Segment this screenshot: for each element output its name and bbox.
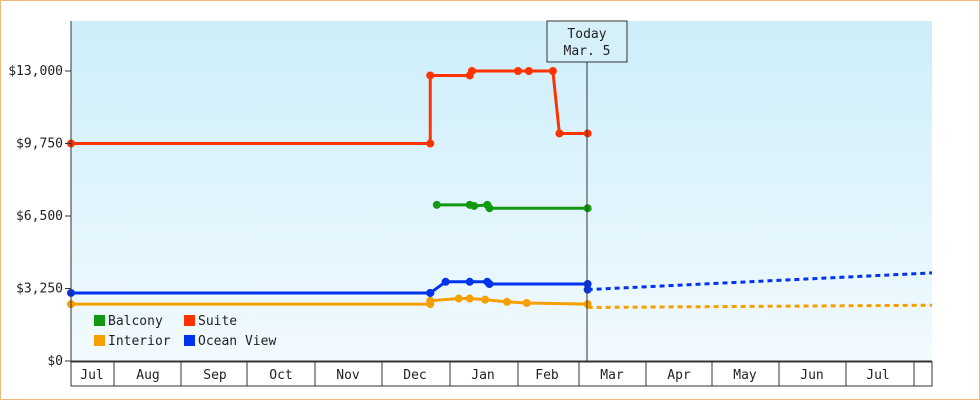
forecast-line-interior — [587, 303, 933, 309]
data-point-suite[interactable] — [426, 71, 435, 80]
x-tick-label: Jul — [80, 368, 103, 383]
x-tick-label: Feb — [535, 368, 559, 383]
x-tick-label: Oct — [269, 368, 292, 383]
series-line-suite — [71, 69, 588, 145]
legend-swatch-balcony — [94, 315, 105, 326]
x-tick-label: Jul — [866, 368, 889, 383]
data-point-ocean-view[interactable] — [485, 280, 494, 289]
data-point-ocean-view[interactable] — [583, 280, 592, 289]
legend-swatch-suite — [184, 315, 195, 326]
data-point-interior[interactable] — [426, 296, 435, 305]
legend-label: Interior — [108, 334, 171, 349]
data-point-suite[interactable] — [583, 129, 592, 138]
today-label: Today — [567, 27, 606, 42]
today-box — [546, 20, 628, 63]
data-point-interior[interactable] — [465, 294, 474, 303]
x-tick-label: Jun — [800, 368, 823, 383]
data-point-interior[interactable] — [503, 297, 512, 306]
legend-swatch-ocean-view — [184, 335, 195, 346]
y-tick-label: $0 — [47, 354, 63, 369]
x-tick-label: Mar — [600, 368, 624, 383]
forecast-line-ocean-view — [587, 271, 933, 292]
y-tick-label: $3,250 — [16, 282, 63, 297]
x-tick-label: Aug — [136, 368, 159, 383]
data-point-suite[interactable] — [548, 67, 557, 75]
x-tick-label: Apr — [667, 368, 691, 383]
x-tick-label: May — [733, 368, 757, 383]
legend-label: Ocean View — [198, 334, 276, 349]
legend-label: Balcony — [108, 314, 163, 329]
legend: Balcony Suite Interior Ocean View — [94, 314, 276, 349]
today-marker: Today Mar. 5 — [546, 20, 628, 361]
x-tick-label: Dec — [403, 368, 426, 383]
data-point-interior[interactable] — [454, 294, 463, 303]
series-line-balcony — [436, 203, 588, 210]
y-tick-label: $6,500 — [16, 209, 63, 224]
data-point-suite[interactable] — [555, 129, 564, 138]
today-date: Mar. 5 — [564, 44, 611, 59]
data-point-interior[interactable] — [522, 299, 531, 307]
data-point-balcony[interactable] — [432, 200, 441, 209]
x-tick-label: Nov — [336, 368, 360, 383]
x-tick-label: Sep — [203, 368, 227, 383]
data-point-suite[interactable] — [514, 67, 522, 75]
data-point-ocean-view[interactable] — [441, 277, 450, 286]
data-point-suite[interactable] — [524, 67, 533, 75]
x-tick-label: Jan — [471, 368, 494, 383]
legend-swatch-interior — [94, 335, 105, 346]
month-band — [70, 361, 933, 387]
data-point-suite[interactable] — [467, 67, 476, 75]
data-point-balcony[interactable] — [470, 201, 479, 210]
data-point-suite[interactable] — [426, 139, 435, 148]
data-point-ocean-view[interactable] — [426, 288, 435, 297]
data-point-ocean-view[interactable] — [465, 277, 474, 286]
data-point-interior[interactable] — [481, 295, 490, 304]
y-tick-label: $13,000 — [8, 64, 63, 79]
legend-label: Suite — [198, 314, 237, 329]
data-point-balcony[interactable] — [485, 204, 494, 213]
y-tick-label: $9,750 — [16, 137, 63, 152]
data-point-balcony[interactable] — [583, 204, 592, 213]
